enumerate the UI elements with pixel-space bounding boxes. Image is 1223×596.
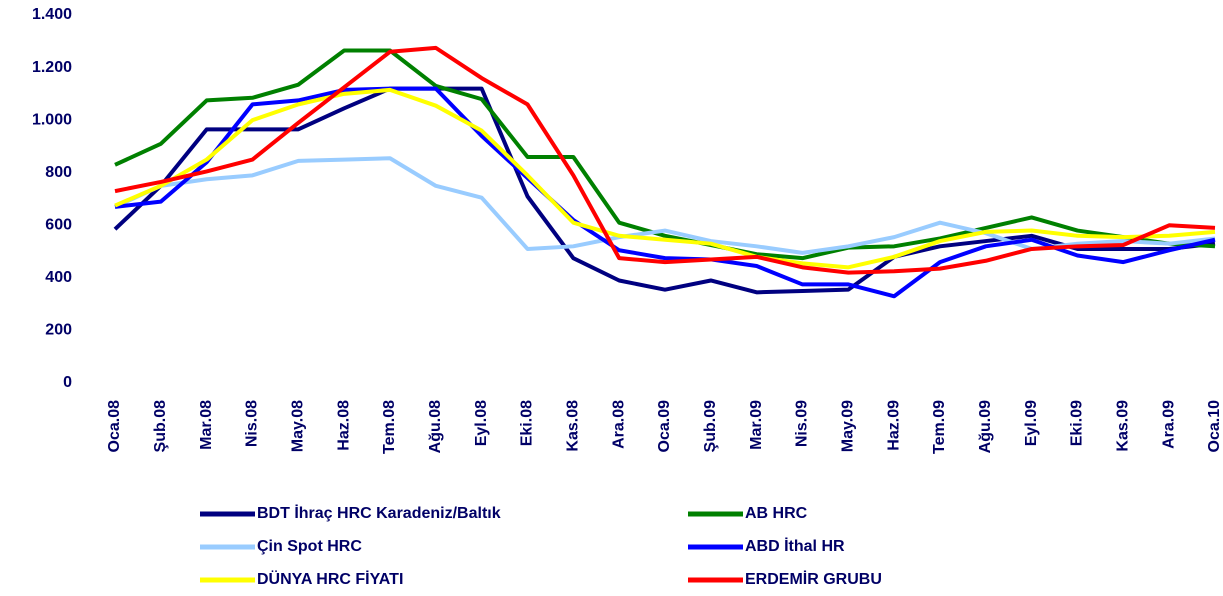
x-tick-label: Ağu.08 (427, 400, 444, 453)
y-tick-label: 400 (45, 269, 72, 286)
x-tick-label: Mar.08 (198, 400, 215, 450)
series-line (113, 86, 1216, 295)
x-tick-label: Oca.09 (656, 400, 673, 453)
x-tick-label: Tem.09 (931, 400, 948, 454)
x-tick-label: Ağu.09 (977, 400, 994, 453)
legend-label: ERDEMİR GRUBU (745, 570, 882, 588)
x-tick-label: Tem.08 (381, 400, 398, 454)
x-tick-label: May.09 (840, 400, 857, 452)
y-tick-label: 0 (63, 374, 72, 391)
y-tick-label: 800 (45, 164, 72, 181)
legend-label: DÜNYA HRC FİYATI (257, 569, 403, 588)
x-tick-label: May.08 (290, 400, 307, 452)
x-tick-label: Kas.09 (1115, 400, 1132, 452)
x-tick-label: Ara.08 (610, 400, 627, 449)
x-tick-label: Haz.08 (335, 400, 352, 451)
x-tick-label: Mar.09 (748, 400, 765, 450)
y-tick-label: 200 (45, 322, 72, 339)
x-tick-label: Eyl.09 (1023, 400, 1040, 446)
x-tick-label: Şub.09 (702, 400, 719, 453)
series-line (114, 45, 1216, 275)
x-tick-label: Şub.08 (152, 400, 169, 453)
y-tick-label: 1.200 (32, 59, 72, 76)
x-tick-label: Nis.08 (244, 400, 261, 447)
x-tick-label: Oca.08 (106, 400, 123, 453)
y-tick-label: 600 (45, 217, 72, 234)
legend-label: AB HRC (745, 505, 808, 522)
x-tick-label: Eyl.08 (473, 400, 490, 446)
x-tick-label: Oca.10 (1206, 400, 1223, 453)
legend-label: ABD İthal HR (745, 537, 845, 555)
x-tick-label: Nis.09 (794, 400, 811, 447)
legend-label: Çin Spot HRC (257, 538, 362, 555)
series-line (114, 48, 1216, 261)
series-line (114, 87, 1216, 270)
x-tick-label: Eki.09 (1069, 400, 1086, 446)
x-tick-label: Kas.08 (565, 400, 582, 452)
x-tick-label: Eki.08 (519, 400, 536, 446)
x-tick-label: Ara.09 (1160, 400, 1177, 449)
series-line (114, 86, 1216, 299)
x-tick-label: Haz.09 (885, 400, 902, 451)
y-tick-label: 1.400 (32, 6, 72, 23)
y-tick-label: 1.000 (32, 111, 72, 128)
legend-label: BDT İhraç HRC Karadeniz/Baltık (257, 504, 501, 522)
